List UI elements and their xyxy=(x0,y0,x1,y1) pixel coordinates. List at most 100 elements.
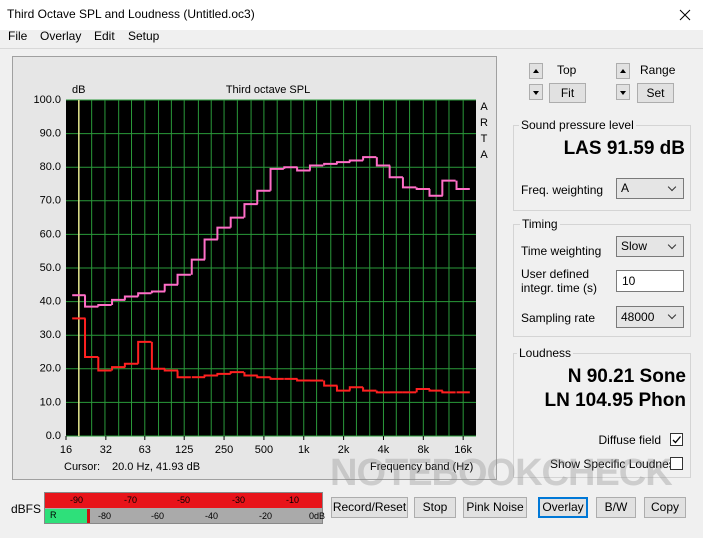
series-step xyxy=(216,372,231,376)
series-step xyxy=(176,273,191,285)
x-tick-label: 4k xyxy=(378,444,390,456)
meter-scale: -60 xyxy=(151,511,165,521)
x-tick-label: 16k xyxy=(454,444,472,456)
button[interactable]: Copy xyxy=(644,497,686,518)
x-tick-label: 2k xyxy=(338,444,350,456)
y-tick-label: 50.0 xyxy=(40,262,61,274)
spin-down[interactable] xyxy=(616,84,630,100)
button[interactable]: Stop xyxy=(414,497,456,518)
series-step xyxy=(229,216,244,228)
select[interactable]: A xyxy=(616,178,684,199)
grid xyxy=(66,99,476,437)
meter-channel: R xyxy=(50,510,57,520)
series-step xyxy=(123,362,139,368)
x-tick-label: 1k xyxy=(298,444,310,456)
y-tick-label: 30.0 xyxy=(40,329,61,341)
spin-down[interactable] xyxy=(529,84,543,100)
meter-scale: -90 xyxy=(70,495,84,505)
x-tick-label: 63 xyxy=(139,444,151,456)
checkbox-label: Show Specific Loudness xyxy=(550,457,681,471)
series-step xyxy=(441,390,456,394)
series-step xyxy=(216,226,231,240)
fit-button[interactable]: Fit xyxy=(549,83,586,103)
series-step xyxy=(256,189,271,205)
button[interactable]: Overlay xyxy=(538,497,588,518)
y-tick-label: 40.0 xyxy=(40,296,61,308)
series-step xyxy=(348,159,364,163)
series-step xyxy=(256,375,271,379)
series-step xyxy=(269,167,284,191)
series-step xyxy=(415,187,430,191)
menu-item[interactable]: Setup xyxy=(128,29,160,43)
meter-bar-top xyxy=(45,493,322,508)
series-step xyxy=(111,366,126,371)
series-step xyxy=(163,283,179,292)
series-step xyxy=(190,258,206,275)
checkbox-label: Diffuse field xyxy=(598,433,661,447)
series-step xyxy=(401,177,417,189)
menu-item[interactable]: Overlay xyxy=(40,29,82,43)
meter-label: dBFS xyxy=(11,502,42,516)
menu-item[interactable]: Edit xyxy=(94,29,115,43)
y-axis-label: dB xyxy=(72,84,85,96)
field-label: Time weighting xyxy=(521,244,602,258)
button[interactable]: B/W xyxy=(596,497,636,518)
select[interactable]: Slow xyxy=(616,236,684,257)
y-tick-label: 100.0 xyxy=(33,94,61,106)
series-step xyxy=(111,298,126,305)
button[interactable]: Record/Reset xyxy=(331,497,408,518)
meter-scale: -80 xyxy=(98,511,112,521)
series-step xyxy=(348,386,364,391)
series-step xyxy=(296,378,311,382)
series-step xyxy=(243,372,258,377)
group-box xyxy=(513,353,691,478)
checkbox[interactable] xyxy=(670,457,683,470)
spin-up[interactable] xyxy=(616,63,630,79)
select[interactable]: 48000 xyxy=(616,306,684,328)
spin-up[interactable] xyxy=(529,63,543,79)
series-step xyxy=(415,387,430,393)
field-label: User defined integr. time (s) xyxy=(521,267,598,295)
y-tick-label: 0.0 xyxy=(46,430,61,442)
menu-item[interactable]: File xyxy=(8,29,28,43)
group-label: Timing xyxy=(520,217,560,231)
x-tick-label: 500 xyxy=(255,444,273,456)
y-tick-label: 10.0 xyxy=(40,396,61,408)
checkbox[interactable] xyxy=(670,433,683,446)
spl-reading: LAS 91.59 dB xyxy=(563,138,685,159)
meter-scale: 0dB xyxy=(309,511,326,521)
meter-peak xyxy=(87,509,90,523)
meter-bar-bottom xyxy=(45,509,87,523)
series-step xyxy=(203,238,218,260)
set-button[interactable]: Set xyxy=(637,83,674,103)
series-step xyxy=(150,290,166,294)
series-step xyxy=(84,318,99,359)
series-step xyxy=(308,164,324,171)
x-tick-label: 32 xyxy=(100,444,112,456)
group-label: Loudness xyxy=(517,346,574,360)
title-bar xyxy=(0,0,703,30)
chart: dB Third octave SPL Frequency band (Hz) … xyxy=(33,84,476,473)
series-step xyxy=(428,388,443,392)
series-step xyxy=(163,368,179,372)
series-step xyxy=(323,162,338,166)
button[interactable]: Pink Noise xyxy=(463,497,527,518)
text-input[interactable]: 10 xyxy=(616,270,684,292)
series-step xyxy=(137,292,152,297)
top-label: Top xyxy=(557,63,577,77)
series-step xyxy=(362,387,377,392)
group-box xyxy=(513,224,691,337)
range-label: Range xyxy=(640,63,676,77)
series-step xyxy=(243,203,258,218)
meter-scale: -70 xyxy=(124,495,138,505)
series-step xyxy=(335,161,351,164)
loudness-n: N 90.21 Sone xyxy=(567,366,686,387)
series-step xyxy=(323,380,338,387)
series-step xyxy=(375,390,391,394)
y-tick-label: 20.0 xyxy=(40,363,61,375)
x-tick-label: 125 xyxy=(175,444,193,456)
close-button[interactable] xyxy=(678,8,692,22)
x-tick-label: 16 xyxy=(60,444,72,456)
series-step xyxy=(388,165,403,179)
